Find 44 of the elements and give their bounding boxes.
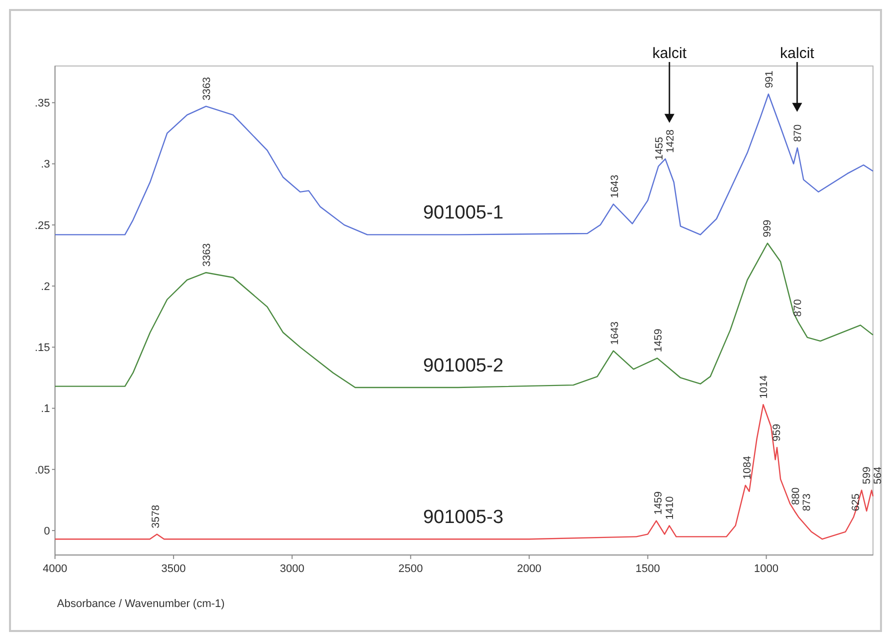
x-tick-label: 1500 — [636, 563, 660, 575]
annotation: 1014 — [758, 375, 770, 399]
y-tick-label: 0 — [44, 525, 50, 538]
annotation: 625 — [850, 493, 862, 512]
annotation: 959 — [771, 424, 784, 442]
y-tick-label: .3 — [40, 158, 50, 171]
annotation: 870 — [792, 124, 804, 142]
x-tick-label: 3500 — [161, 563, 186, 575]
series-label: 901005-2 — [423, 356, 504, 377]
x-tick-label: 4000 — [42, 563, 68, 575]
annotation: 1455 — [653, 136, 666, 160]
y-tick-label: .15 — [34, 342, 50, 354]
line-series — [54, 404, 874, 540]
annotation: 880 — [790, 487, 802, 505]
annotation: 599 — [861, 466, 874, 484]
annotation: 3363 — [201, 243, 214, 267]
y-tick-label: .1 — [40, 403, 50, 416]
y-tick-label: .35 — [34, 98, 50, 110]
annotation: 1084 — [741, 456, 754, 480]
x-tick-label: 2500 — [398, 563, 423, 575]
y-tick-label: .2 — [40, 280, 50, 293]
annotation: 3363 — [201, 76, 214, 100]
annotation: 873 — [800, 493, 813, 512]
series-label: 901005-1 — [423, 202, 504, 224]
y-tick-label: .05 — [34, 464, 50, 476]
annotation: 999 — [762, 220, 774, 238]
annotation: 991 — [763, 70, 776, 88]
annotation: 3578 — [150, 504, 162, 528]
text: kalcit — [780, 45, 816, 62]
annotation: 564 — [872, 466, 883, 484]
x-axis-title: Absorbance / Wavenumber (cm-1) — [57, 598, 225, 610]
annotation: 870 — [792, 299, 804, 317]
annotation: 1428 — [664, 129, 676, 153]
x-tick-label: 3000 — [280, 563, 304, 575]
x-tick-label: 2000 — [516, 563, 542, 575]
x-tick-label: 1000 — [754, 563, 779, 575]
annotation: 1643 — [608, 321, 621, 345]
annotation: 1643 — [608, 174, 621, 198]
y-tick-label: .25 — [34, 220, 50, 232]
annotation: 1459 — [652, 328, 664, 352]
annotation: 1410 — [664, 496, 676, 520]
text: kalcit — [652, 45, 688, 62]
series-label: 901005-3 — [423, 507, 504, 528]
annotation: 1459 — [652, 491, 664, 515]
